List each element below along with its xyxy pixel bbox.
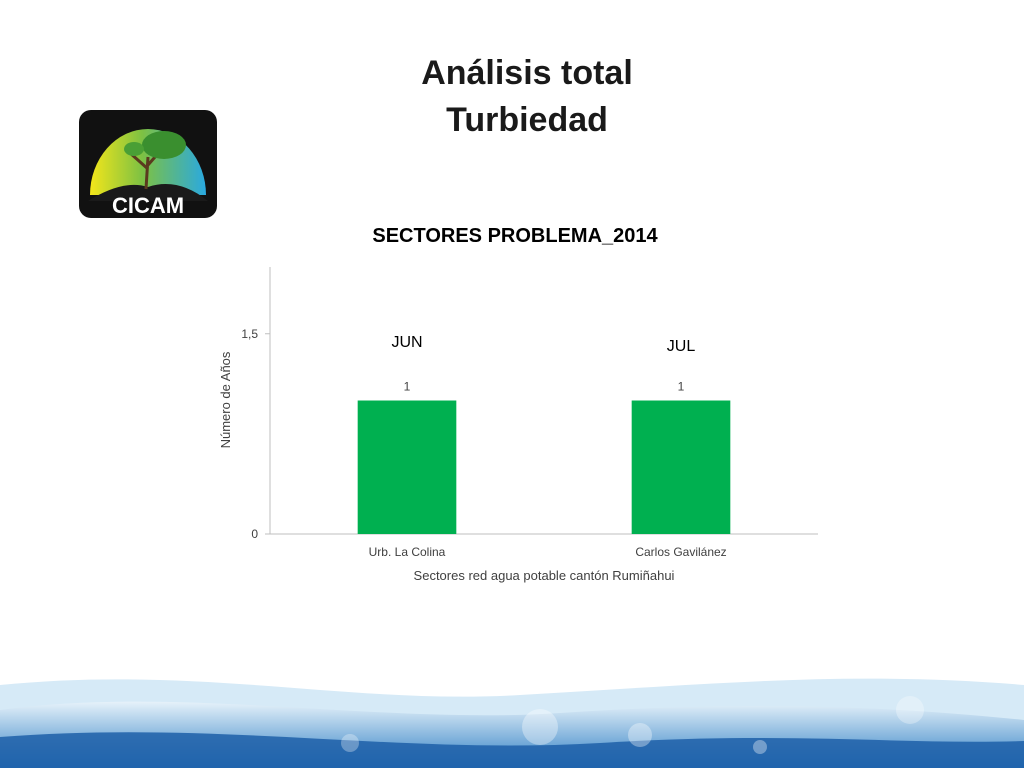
month-annotation: JUL bbox=[667, 338, 696, 355]
bar-chart: SECTORES PROBLEMA_2014 Número de Años Se… bbox=[218, 225, 818, 583]
bar bbox=[631, 400, 731, 534]
x-tick-label: Urb. La Colina bbox=[369, 545, 446, 559]
water-wave-decoration bbox=[0, 678, 1024, 768]
x-axis-label: Sectores red agua potable cantón Rumiñah… bbox=[414, 568, 675, 583]
month-annotation: JUN bbox=[391, 334, 422, 351]
logo-text: CICAM bbox=[112, 193, 184, 218]
data-label: 1 bbox=[404, 380, 411, 394]
title-line-1: Análisis total bbox=[421, 54, 633, 92]
title-line-2: Turbiedad bbox=[446, 101, 608, 139]
slide-title: Análisis total Turbiedad bbox=[312, 50, 742, 144]
y-axis-label: Número de Años bbox=[218, 351, 233, 448]
chart-title: SECTORES PROBLEMA_2014 bbox=[372, 225, 658, 247]
y-tick-label: 0 bbox=[251, 527, 258, 541]
bar bbox=[357, 400, 457, 534]
cicam-logo: CICAM bbox=[79, 110, 217, 218]
data-label: 1 bbox=[678, 380, 685, 394]
y-tick-label: 1,5 bbox=[241, 327, 258, 341]
tree-icon bbox=[124, 131, 186, 190]
x-tick-label: Carlos Gavilánez bbox=[635, 545, 726, 559]
